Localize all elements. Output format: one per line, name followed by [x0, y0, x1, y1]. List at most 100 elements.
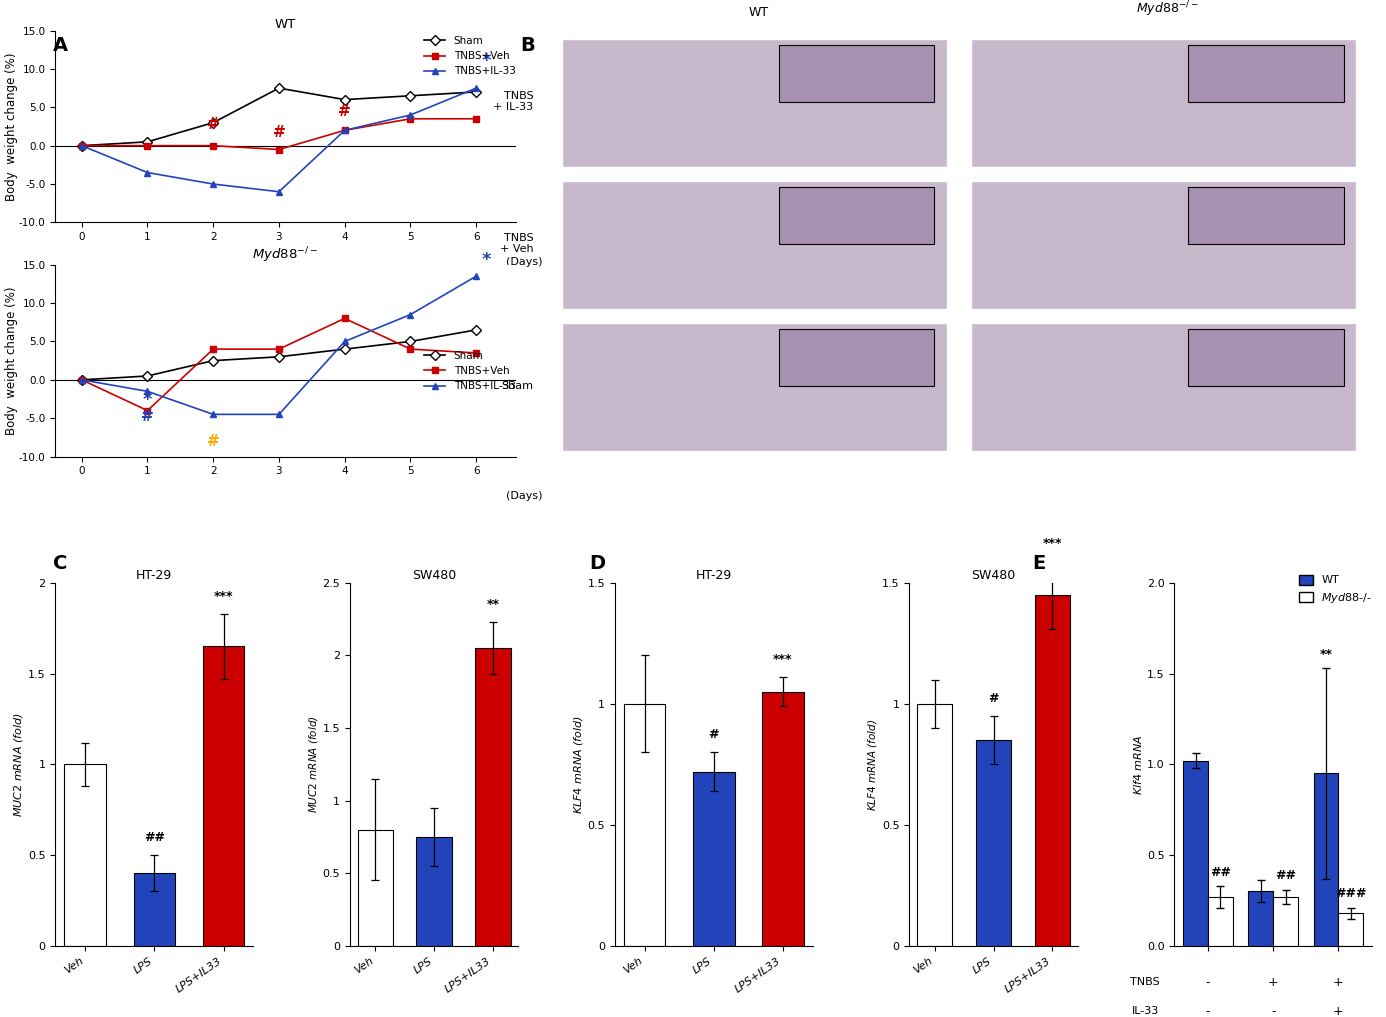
TNBS+Veh: [205, 139, 222, 152]
TNBS+Veh: [337, 124, 353, 136]
Sham: [205, 355, 222, 367]
Sham: [139, 135, 155, 147]
Bar: [762, 692, 804, 946]
Line: Sham: Sham: [78, 84, 480, 149]
Text: B: B: [520, 36, 535, 55]
Sham: [270, 82, 287, 95]
Bar: [1249, 891, 1274, 946]
Text: ##: ##: [1210, 865, 1231, 879]
Text: $Myd88^{-/-}$: $Myd88^{-/-}$: [1137, 0, 1199, 19]
TNBS+IL-33: [337, 336, 353, 348]
Line: TNBS+IL-33: TNBS+IL-33: [78, 273, 480, 418]
Text: ##: ##: [1275, 870, 1296, 883]
Text: *: *: [481, 53, 491, 70]
Sham: [73, 139, 90, 152]
Text: **: **: [1319, 648, 1332, 661]
Text: *: *: [481, 250, 491, 268]
TNBS+IL-33: [402, 109, 419, 121]
Text: C: C: [53, 554, 67, 574]
Bar: [918, 704, 952, 946]
TNBS+IL-33: [337, 124, 353, 136]
Title: HT-29: HT-29: [696, 569, 732, 582]
Legend: Sham, TNBS+Veh, TNBS+IL-33: Sham, TNBS+Veh, TNBS+IL-33: [420, 32, 520, 80]
FancyBboxPatch shape: [1188, 187, 1343, 243]
TNBS+IL-33: [139, 385, 155, 398]
Text: -: -: [1206, 975, 1210, 989]
Text: Sham: Sham: [502, 380, 534, 391]
Text: +: +: [1333, 1005, 1343, 1017]
Text: (Days): (Days): [506, 491, 542, 501]
TNBS+Veh: [139, 405, 155, 417]
FancyBboxPatch shape: [972, 181, 1356, 309]
TNBS+Veh: [139, 139, 155, 152]
Bar: [693, 772, 735, 946]
Text: TNBS: TNBS: [1130, 977, 1159, 988]
Sham: [468, 323, 485, 336]
TNBS+Veh: [73, 139, 90, 152]
Bar: [1314, 773, 1339, 946]
Text: ***: ***: [213, 590, 233, 603]
Sham: [73, 373, 90, 385]
Bar: [624, 704, 665, 946]
TNBS+Veh: [402, 113, 419, 125]
Sham: [337, 343, 353, 355]
Y-axis label: $MUC2$ mRNA (fold): $MUC2$ mRNA (fold): [12, 712, 25, 817]
TNBS+IL-33: [402, 308, 419, 320]
Bar: [64, 765, 105, 946]
TNBS+Veh: [270, 143, 287, 156]
Text: ##: ##: [144, 831, 165, 844]
Bar: [416, 837, 452, 946]
FancyBboxPatch shape: [779, 328, 934, 385]
FancyBboxPatch shape: [563, 323, 947, 451]
TNBS+Veh: [205, 343, 222, 355]
Line: TNBS+Veh: TNBS+Veh: [78, 315, 480, 414]
Title: HT-29: HT-29: [136, 569, 172, 582]
Line: TNBS+Veh: TNBS+Veh: [78, 115, 480, 153]
Title: $Myd88^{-/-}$: $Myd88^{-/-}$: [252, 245, 319, 264]
TNBS+Veh: [402, 343, 419, 355]
Line: Sham: Sham: [78, 326, 480, 383]
Sham: [402, 336, 419, 348]
Title: SW480: SW480: [972, 569, 1016, 582]
Bar: [475, 648, 510, 946]
Sham: [468, 85, 485, 98]
FancyBboxPatch shape: [563, 181, 947, 309]
FancyBboxPatch shape: [779, 45, 934, 102]
Sham: [270, 351, 287, 363]
Legend: WT, $Myd88$-/-: WT, $Myd88$-/-: [1295, 571, 1376, 609]
Title: SW480: SW480: [412, 569, 456, 582]
Text: ***: ***: [773, 653, 793, 666]
Title: WT: WT: [274, 17, 297, 31]
Sham: [337, 94, 353, 106]
Legend: Sham, TNBS+Veh, TNBS+IL-33: Sham, TNBS+Veh, TNBS+IL-33: [420, 347, 520, 396]
Y-axis label: $KLF4$ mRNA (fold): $KLF4$ mRNA (fold): [572, 715, 585, 814]
Text: (Days): (Days): [506, 257, 542, 267]
Text: +: +: [1333, 975, 1343, 989]
Bar: [1274, 897, 1297, 946]
Y-axis label: $MUC2$ mRNA (fold): $MUC2$ mRNA (fold): [306, 716, 320, 814]
TNBS+Veh: [468, 113, 485, 125]
Bar: [358, 830, 392, 946]
Sham: [402, 89, 419, 102]
TNBS+Veh: [270, 343, 287, 355]
Line: TNBS+IL-33: TNBS+IL-33: [78, 84, 480, 195]
Text: A: A: [53, 36, 68, 55]
TNBS+Veh: [73, 373, 90, 385]
Bar: [1209, 897, 1232, 946]
Text: D: D: [589, 554, 606, 574]
TNBS+IL-33: [73, 139, 90, 152]
Text: #: #: [273, 124, 286, 139]
TNBS+Veh: [468, 347, 485, 359]
Text: #: #: [708, 728, 719, 741]
TNBS+IL-33: [270, 186, 287, 198]
TNBS+IL-33: [73, 373, 90, 385]
FancyBboxPatch shape: [1188, 45, 1343, 102]
Bar: [976, 740, 1012, 946]
Bar: [202, 647, 244, 946]
Text: #: #: [207, 434, 219, 448]
TNBS+IL-33: [270, 408, 287, 420]
Y-axis label: $KLF4$ mRNA (fold): $KLF4$ mRNA (fold): [866, 718, 879, 811]
Text: TNBS
+ IL-33: TNBS + IL-33: [493, 91, 534, 112]
FancyBboxPatch shape: [779, 187, 934, 243]
TNBS+IL-33: [205, 178, 222, 190]
